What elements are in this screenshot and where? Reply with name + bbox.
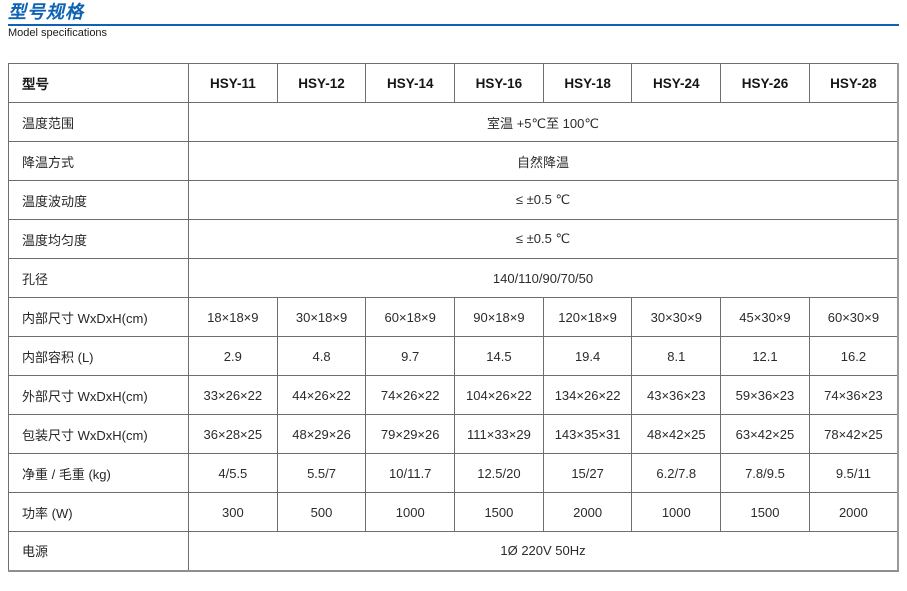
page-title: 型号规格 [8,2,84,22]
row-cell-value: 79×29×26 [365,414,456,454]
row-cell-value: 59×36×23 [720,375,810,415]
row-cell-value: 33×26×22 [188,375,278,415]
row-cell-value: 2.9 [188,336,278,376]
table-row: 孔径 140/110/90/70/50 [8,258,899,298]
row-label: 降温方式 [8,141,189,181]
row-cell-value: 60×18×9 [365,297,456,337]
row-cell-value: 2000 [542,492,633,532]
row-cell-value: 14.5 [454,336,544,376]
row-cell-value: 111×33×29 [454,414,544,454]
row-cell-value: 44×26×22 [276,375,367,415]
table-row: 电源 1Ø 220V 50Hz [8,531,899,571]
row-label: 温度波动度 [8,180,189,220]
row-cell-value: 74×26×22 [365,375,456,415]
row-cell-value: 12.5/20 [454,453,544,493]
page-subtitle: Model specifications [8,27,108,39]
row-cell-value: 4.8 [276,336,367,376]
table-row: 温度范围 室温 +5℃至 100℃ [8,102,899,142]
row-cell-value: 19.4 [542,336,633,376]
row-cell-value: 78×42×25 [808,414,899,454]
row-cell-value: 30×18×9 [276,297,367,337]
row-cell-value: 18×18×9 [188,297,278,337]
table-row: 功率 (W) 300 500 1000 1500 2000 1000 1500 2000 [8,492,899,532]
row-cell-value: 63×42×25 [720,414,810,454]
row-cell-value: 9.7 [365,336,456,376]
row-cell-value: 12.1 [720,336,810,376]
row-label: 包装尺寸 WxDxH(cm) [8,414,189,454]
model-header: HSY-26 [720,63,810,103]
table-row: 降温方式 自然降温 [8,141,899,181]
row-span-value: 自然降温 [188,141,899,181]
header-label: 型号 [8,63,189,103]
spec-table: 型号 HSY-11 HSY-12 HSY-14 HSY-16 HSY-18 HSY-24 HS… [8,63,899,572]
row-cell-value: 30×30×9 [631,297,722,337]
row-cell-value: 134×26×22 [542,375,633,415]
row-span-value: 140/110/90/70/50 [188,258,899,298]
model-header: HSY-16 [454,63,544,103]
table-row: 内部尺寸 WxDxH(cm) 18×18×9 30×18×9 60×18×9 90×18… [8,297,899,337]
row-span-value: 室温 +5℃至 100℃ [188,102,899,142]
row-cell-value: 1000 [365,492,456,532]
model-header: HSY-18 [542,63,633,103]
title-underline [8,24,899,26]
row-cell-value: 48×29×26 [276,414,367,454]
row-cell-value: 1500 [454,492,544,532]
row-cell-value: 60×30×9 [808,297,899,337]
model-header: HSY-28 [808,63,899,103]
row-cell-value: 10/11.7 [365,453,456,493]
row-cell-value: 8.1 [631,336,722,376]
row-label: 温度均匀度 [8,219,189,259]
row-cell-value: 1000 [631,492,722,532]
row-cell-value: 120×18×9 [542,297,633,337]
table-row: 净重 / 毛重 (kg) 4/5.5 5.5/7 10/11.7 12.5/20 15/2… [8,453,899,493]
row-cell-value: 1500 [720,492,810,532]
row-cell-value: 4/5.5 [188,453,278,493]
row-cell-value: 2000 [808,492,899,532]
row-cell-value: 500 [276,492,367,532]
table-row: 温度波动度 ≤ ±0.5 ℃ [8,180,899,220]
row-cell-value: 36×28×25 [188,414,278,454]
model-header: HSY-11 [188,63,278,103]
row-cell-value: 16.2 [808,336,899,376]
row-label: 孔径 [8,258,189,298]
row-label: 温度范围 [8,102,189,142]
table-row: 外部尺寸 WxDxH(cm) 33×26×22 44×26×22 74×26×22 10… [8,375,899,415]
table-row: 内部容积 (L) 2.9 4.8 9.7 14.5 19.4 8.1 12.1 16.2 [8,336,899,376]
row-cell-value: 6.2/7.8 [631,453,722,493]
row-cell-value: 45×30×9 [720,297,810,337]
row-cell-value: 5.5/7 [276,453,367,493]
row-cell-value: 48×42×25 [631,414,722,454]
model-header: HSY-12 [276,63,367,103]
table-row: 包装尺寸 WxDxH(cm) 36×28×25 48×29×26 79×29×26 11… [8,414,899,454]
header-row: 型号 HSY-11 HSY-12 HSY-14 HSY-16 HSY-18 HSY-24 HS… [8,63,899,103]
row-span-value: 1Ø 220V 50Hz [188,531,899,571]
row-cell-value: 104×26×22 [454,375,544,415]
row-label: 外部尺寸 WxDxH(cm) [8,375,189,415]
row-label: 内部尺寸 WxDxH(cm) [8,297,189,337]
row-span-value: ≤ ±0.5 ℃ [188,180,899,220]
row-label: 电源 [8,531,189,571]
page-header: 型号规格 Model specifications [0,0,907,40]
row-cell-value: 15/27 [542,453,633,493]
row-cell-value: 300 [188,492,278,532]
row-cell-value: 7.8/9.5 [720,453,810,493]
model-header: HSY-14 [365,63,456,103]
row-cell-value: 90×18×9 [454,297,544,337]
row-label: 净重 / 毛重 (kg) [8,453,189,493]
row-span-value: ≤ ±0.5 ℃ [188,219,899,259]
row-label: 功率 (W) [8,492,189,532]
row-label: 内部容积 (L) [8,336,189,376]
table-row: 温度均匀度 ≤ ±0.5 ℃ [8,219,899,259]
row-cell-value: 143×35×31 [542,414,633,454]
row-cell-value: 43×36×23 [631,375,722,415]
row-cell-value: 74×36×23 [808,375,899,415]
model-header: HSY-24 [631,63,722,103]
row-cell-value: 9.5/11 [808,453,899,493]
